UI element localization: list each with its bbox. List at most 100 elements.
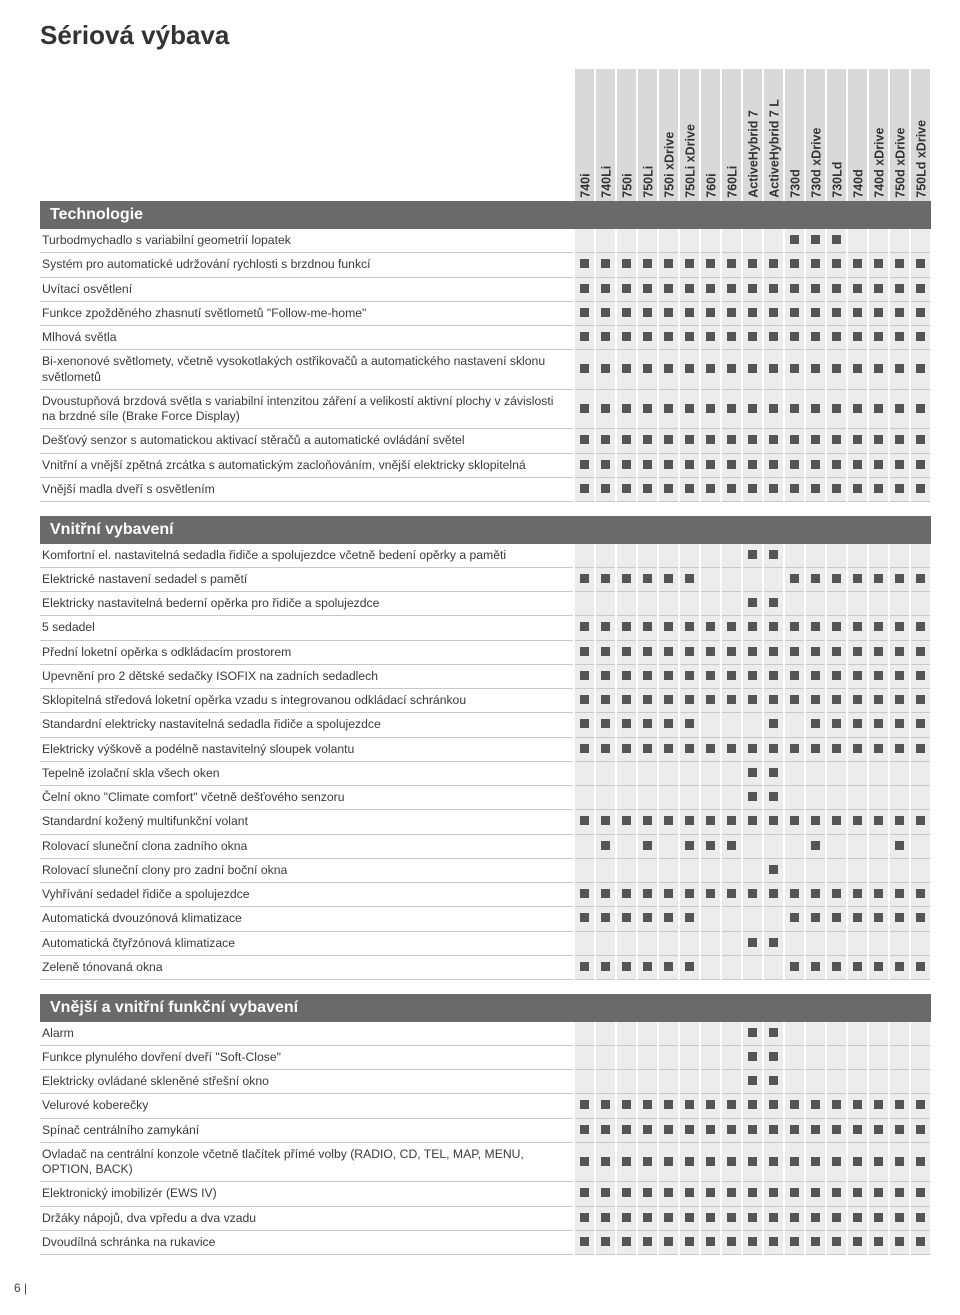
equip-cell [616,689,637,713]
equip-cell [595,761,616,785]
square-icon [916,1125,925,1134]
equip-cell [658,229,679,253]
equip-cell [616,253,637,277]
table-row: 5 sedadel [40,616,931,640]
equip-cell [889,567,910,591]
row-label: Držáky nápojů, dva vpředu a dva vzadu [40,1206,574,1230]
equip-cell [658,592,679,616]
equip-cell [784,858,805,882]
equip-cell [700,616,721,640]
square-icon [643,744,652,753]
equip-cell [700,883,721,907]
equip-cell [805,1070,826,1094]
equip-cell [721,301,742,325]
square-icon [664,744,673,753]
equip-cell [616,1142,637,1182]
square-icon [769,1125,778,1134]
square-icon [685,1125,694,1134]
page-title: Sériová výbava [40,20,932,51]
square-icon [769,695,778,704]
square-icon [643,719,652,728]
equip-cell [784,544,805,568]
equip-cell [637,592,658,616]
row-label: Mlhová světla [40,326,574,350]
equip-cell [826,1118,847,1142]
table-row: Zeleně tónovaná okna [40,955,931,979]
square-icon [769,647,778,656]
equip-cell [616,955,637,979]
square-icon [853,719,862,728]
equip-cell [826,858,847,882]
square-icon [790,744,799,753]
square-icon [643,1237,652,1246]
square-icon [895,841,904,850]
equip-cell [868,1230,889,1254]
square-icon [832,1100,841,1109]
equip-cell [784,567,805,591]
square-icon [790,889,799,898]
equip-cell [679,1022,700,1046]
square-icon [874,744,883,753]
square-icon [916,460,925,469]
equip-cell [721,640,742,664]
equip-cell [616,907,637,931]
equip-cell [742,229,763,253]
variant-label: 730Ld [831,176,844,197]
square-icon [685,889,694,898]
square-icon [580,1125,589,1134]
square-icon [601,622,610,631]
variant-label: 740i [579,176,592,197]
square-icon [643,1100,652,1109]
square-icon [916,574,925,583]
square-icon [916,435,925,444]
square-icon [748,404,757,413]
square-icon [853,1157,862,1166]
square-icon [706,1213,715,1222]
square-icon [706,404,715,413]
equip-cell [637,664,658,688]
equip-cell [784,1182,805,1206]
equip-cell [826,1206,847,1230]
equip-cell [910,761,931,785]
equip-cell [910,429,931,453]
square-icon [853,308,862,317]
square-icon [643,332,652,341]
equip-cell [574,1230,595,1254]
square-icon [832,574,841,583]
equip-cell [742,786,763,810]
square-icon [790,460,799,469]
equip-cell [868,277,889,301]
square-icon [706,332,715,341]
square-icon [916,364,925,373]
square-icon [748,1125,757,1134]
square-icon [580,962,589,971]
square-icon [769,1028,778,1037]
equip-cell [805,1206,826,1230]
variant-label: 740d [852,176,865,197]
square-icon [748,768,757,777]
equip-cell [805,326,826,350]
equip-cell [784,1206,805,1230]
equip-cell [868,301,889,325]
equip-cell [658,277,679,301]
square-icon [685,332,694,341]
square-icon [706,1157,715,1166]
equip-cell [784,350,805,390]
square-icon [664,622,673,631]
square-icon [748,332,757,341]
equip-cell [784,810,805,834]
square-icon [811,841,820,850]
equip-cell [889,592,910,616]
square-icon [685,484,694,493]
equip-cell [742,389,763,429]
square-icon [769,484,778,493]
equip-cell [700,1142,721,1182]
square-icon [706,816,715,825]
equip-cell [805,1094,826,1118]
equip-cell [721,326,742,350]
row-label: Vnitřní a vnější zpětná zrcátka s automa… [40,453,574,477]
square-icon [664,647,673,656]
square-icon [853,816,862,825]
square-icon [622,671,631,680]
square-icon [727,332,736,341]
